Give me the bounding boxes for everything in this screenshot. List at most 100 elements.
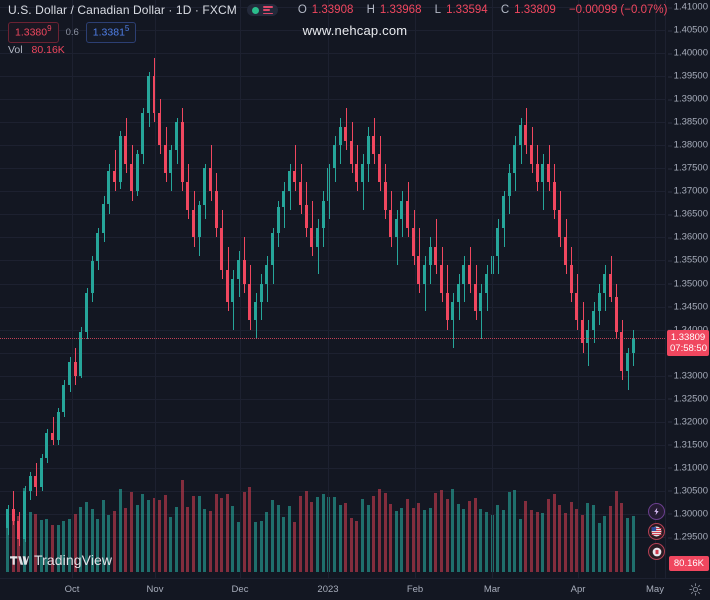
volume-bar [12,509,15,572]
time-axis-tick: 2023 [317,584,339,595]
volume-bar [136,505,139,572]
hamburger-icon[interactable] [262,6,273,14]
candle-body [468,265,471,284]
candle-body [541,163,544,183]
candle-body [215,191,218,229]
volume-bar [102,500,105,572]
candle-body [231,278,234,302]
price-badge-red[interactable]: 1.33809 [8,22,59,43]
volume-bar [479,509,482,572]
symbol-title[interactable]: U.S. Dollar / Canadian Dollar · 1D · FXC… [8,3,237,17]
grid-line-horizontal [0,260,665,261]
volume-axis-badge[interactable]: 80.16K [668,556,709,571]
grid-line-horizontal [0,168,665,169]
volume-bar [169,517,172,572]
grid-line-vertical [492,0,493,578]
volume-bar [333,497,336,572]
gear-icon[interactable] [689,583,702,596]
volume-bar [260,521,263,572]
ohlc-c-value: 1.33809 [514,4,556,16]
ohlc-change: −0.00099 (−0.07%) [568,4,668,16]
candle-body [254,301,257,321]
volume-bar [124,508,127,572]
time-axis[interactable]: Oct Nov Dec 2023 Feb Mar Apr May [0,578,710,600]
volume-bar [299,496,302,572]
grid-line-horizontal [0,491,665,492]
candle-body [293,170,296,183]
volume-bar [361,499,364,572]
symbol-status-pill[interactable] [246,4,278,16]
volume-bar [575,509,578,572]
candle-wick [481,283,482,339]
time-axis-tick: Apr [570,584,586,595]
grid-line-horizontal [0,514,665,515]
candle-body [603,274,606,293]
volume-bar [29,512,32,572]
price-axis-tick: 1.38000 [667,139,708,151]
candle-body [288,170,291,192]
floating-action-buttons [648,503,665,560]
volume-bar [310,502,313,572]
volume-bar [524,501,527,572]
price-badge-blue[interactable]: 1.33815 [85,22,137,43]
price-axis-tick: 1.36000 [667,231,708,243]
us-flag-icon[interactable] [648,523,665,540]
candle-body [632,338,635,353]
volume-bar [141,494,144,572]
volume-bar [581,515,584,572]
candle-body [107,170,110,205]
time-axis-tick: Feb [406,584,424,595]
green-dot-icon [251,6,259,14]
grid-line-horizontal [0,537,665,538]
candle-body [164,145,167,173]
volume-bar [570,502,573,572]
candle-body [124,136,127,164]
alert-lightning-icon[interactable] [648,503,665,520]
volume-legend[interactable]: Vol 80.16K [8,44,65,56]
volume-bar [496,505,499,572]
volume-bar [412,508,415,572]
volume-bar [558,505,561,572]
price-axis[interactable]: 1.41000 1.40500 1.40000 1.39500 1.39000 1.385… [665,0,710,578]
grid-line-vertical [72,0,73,578]
grid-line-vertical [655,0,656,578]
candle-body [508,172,511,196]
price-axis-tick: 1.35500 [667,254,708,266]
grid-line-horizontal [0,445,665,446]
candle-body [361,163,364,183]
candle-body [446,292,449,321]
candle-body [536,163,539,183]
candle-body [271,232,274,266]
price-axis-tick: 1.34000 [667,324,708,335]
volume-bar [440,490,443,572]
record-icon[interactable] [648,543,665,560]
time-axis-tick: Oct [64,584,80,595]
candle-body [119,136,122,183]
volume-bar [508,492,511,572]
candle-body [277,207,280,233]
last-price-value: 1.33809 [670,332,706,344]
grid-line-horizontal [0,99,665,100]
candle-body [226,269,229,302]
candle-body [513,145,516,173]
grid-line-horizontal [0,237,665,238]
candle-body [355,163,358,183]
price-axis-tick: 1.29500 [667,531,708,543]
grid-line-horizontal [0,214,665,215]
tradingview-logo-icon [10,555,29,565]
candle-wick [295,145,296,192]
candle-body [299,182,302,206]
candle-body [344,126,347,141]
tradingview-watermark[interactable]: TradingView [10,552,112,568]
candle-body [282,191,285,208]
last-price-badge[interactable]: 1.33809 07:58:50 [667,330,709,357]
volume-bar [51,525,54,572]
candle-body [130,163,133,192]
candle-body [181,122,184,183]
grid-line-horizontal [0,30,665,31]
candle-body [85,292,88,332]
chart-plot-area[interactable] [0,0,665,578]
candle-body [310,228,313,247]
volume-bar [446,499,449,572]
